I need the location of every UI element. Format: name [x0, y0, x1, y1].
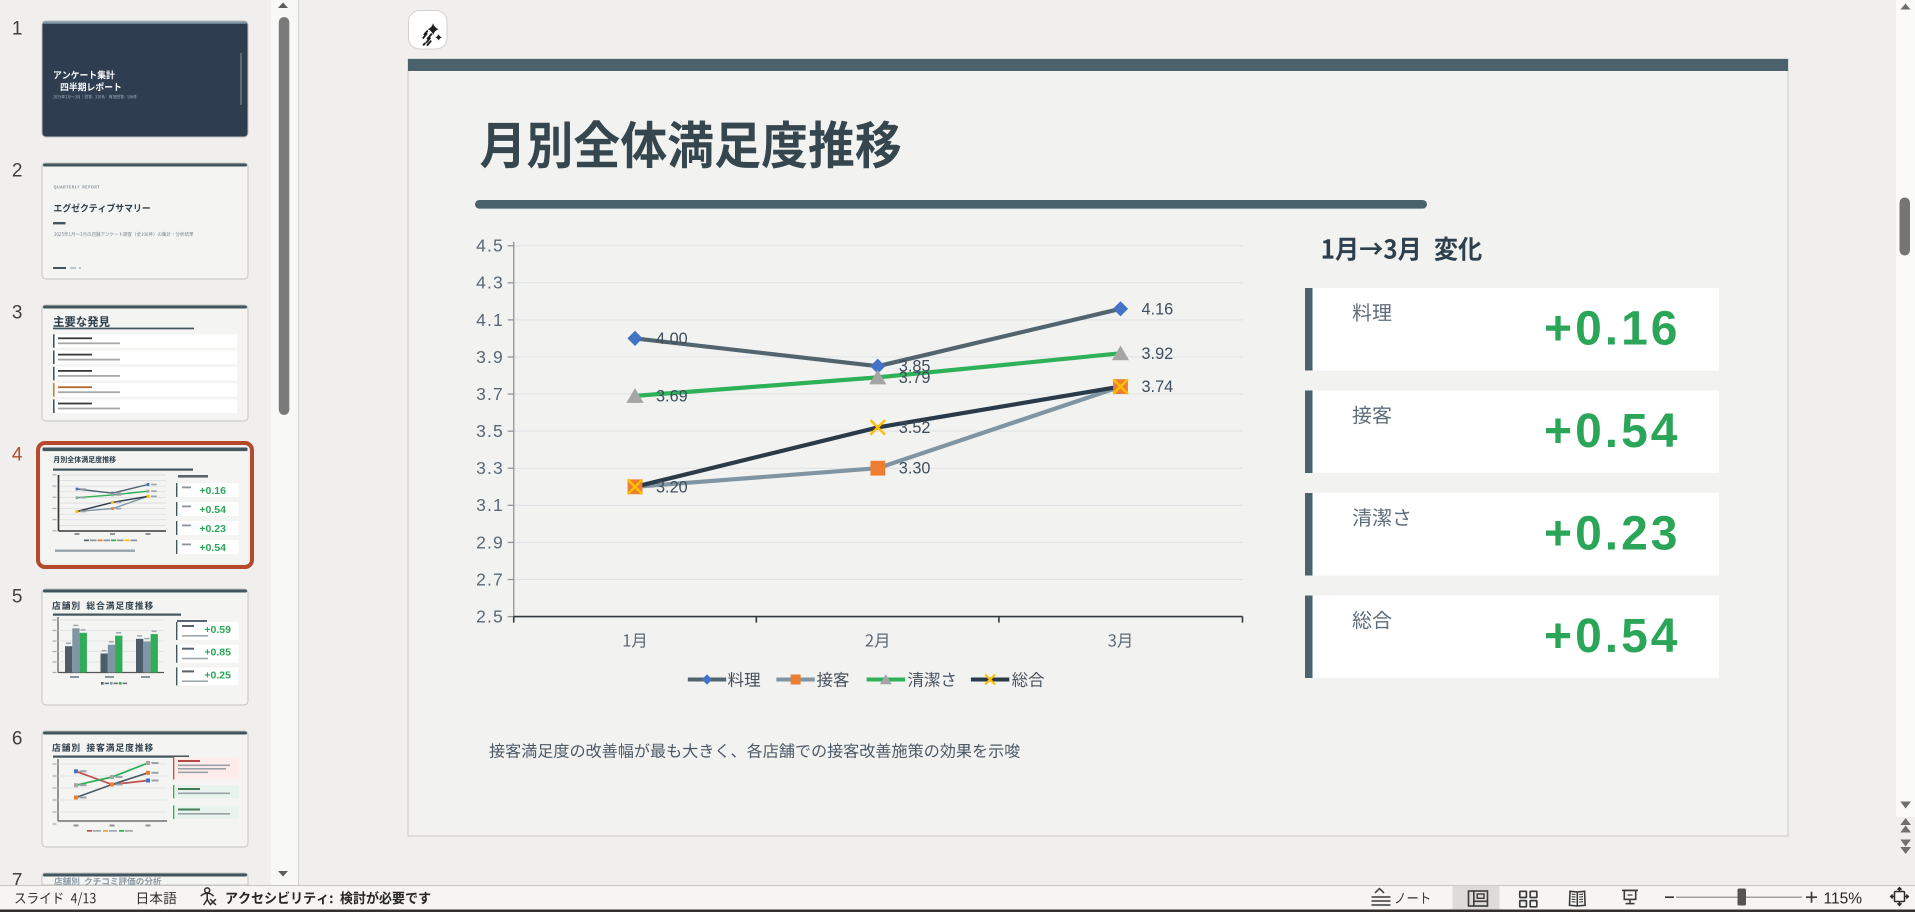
svg-text:4.5: 4.5 [476, 236, 504, 256]
svg-text:+0.23: +0.23 [199, 523, 226, 535]
svg-text:+0.25: +0.25 [204, 669, 231, 681]
svg-text:+0.54: +0.54 [1544, 405, 1680, 458]
svg-text:+0.54: +0.54 [1544, 610, 1680, 663]
svg-text:2.7: 2.7 [476, 569, 504, 589]
svg-text:3.9: 3.9 [476, 347, 504, 367]
svg-text:+0.59: +0.59 [204, 624, 231, 636]
svg-text:+0.85: +0.85 [204, 647, 231, 659]
svg-text:4.00: 4.00 [656, 330, 688, 348]
svg-text:3.3: 3.3 [476, 458, 504, 478]
svg-text:3.1: 3.1 [476, 495, 504, 515]
svg-text:4: 4 [12, 444, 23, 465]
svg-text:6: 6 [12, 728, 23, 749]
svg-text:4.16: 4.16 [1142, 300, 1174, 318]
svg-text:115%: 115% [1824, 890, 1863, 907]
svg-text:3.5: 3.5 [476, 421, 504, 441]
svg-text:+0.23: +0.23 [1544, 508, 1680, 561]
svg-text:+0.54: +0.54 [199, 542, 226, 554]
svg-text:+0.16: +0.16 [1544, 303, 1680, 356]
svg-text:1: 1 [12, 18, 23, 39]
svg-text:3: 3 [12, 302, 23, 323]
svg-text:+0.16: +0.16 [199, 485, 226, 497]
svg-text:4.1: 4.1 [476, 310, 504, 330]
svg-text:3.30: 3.30 [899, 460, 931, 478]
svg-text:3.74: 3.74 [1142, 378, 1174, 396]
svg-text:3.52: 3.52 [899, 419, 931, 437]
svg-text:3.79: 3.79 [899, 369, 931, 387]
svg-text:3.92: 3.92 [1142, 345, 1174, 363]
svg-text:7: 7 [12, 870, 23, 891]
svg-text:5: 5 [12, 586, 23, 607]
svg-text:4.3: 4.3 [476, 273, 504, 293]
svg-text:3.7: 3.7 [476, 384, 504, 404]
svg-text:2: 2 [12, 160, 23, 181]
svg-text:3.20: 3.20 [656, 478, 688, 496]
svg-text:2.9: 2.9 [476, 532, 504, 552]
svg-text:3.85: 3.85 [899, 358, 931, 376]
svg-text:+0.54: +0.54 [199, 504, 226, 516]
svg-text:3.69: 3.69 [656, 387, 688, 405]
svg-text:2.5: 2.5 [476, 607, 504, 627]
